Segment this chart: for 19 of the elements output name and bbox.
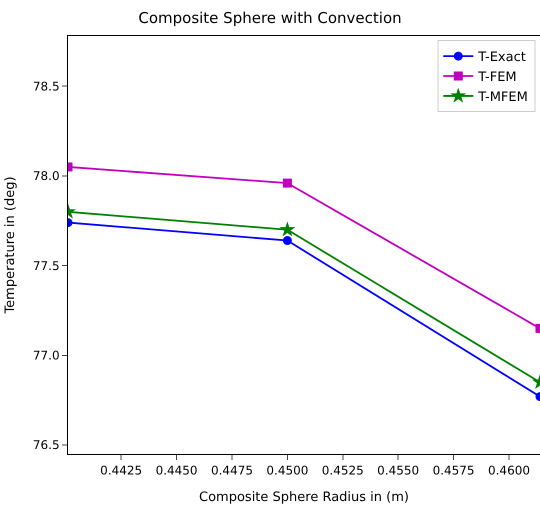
x-tick-label: 0.4550 [377, 463, 420, 478]
x-tick-label: 0.4450 [156, 463, 198, 478]
y-tick-label: 77.5 [32, 258, 60, 273]
y-tick-label: 78.5 [32, 79, 60, 94]
y-axis-title: Temperature in (deg) [2, 176, 18, 315]
x-tick-label: 0.4575 [432, 463, 475, 478]
legend-label: T-Exact [477, 50, 526, 66]
x-tick-label: 0.4600 [488, 463, 530, 478]
x-tick-label: 0.4425 [100, 463, 142, 478]
x-tick-label: 0.4500 [266, 463, 308, 478]
x-axis-title: Composite Sphere Radius in (m) [199, 490, 409, 505]
chart-title: Composite Sphere with Convection [138, 9, 402, 28]
y-tick-label: 78.0 [32, 169, 60, 184]
y-tick-label: 76.5 [32, 438, 60, 452]
x-tick-label: 0.4525 [322, 463, 364, 478]
legend-label: T-MFEM [477, 90, 528, 105]
y-tick-label: 77.0 [32, 348, 60, 363]
legend-label: T-FEM [477, 70, 517, 86]
x-tick-label: 0.4475 [210, 463, 253, 478]
